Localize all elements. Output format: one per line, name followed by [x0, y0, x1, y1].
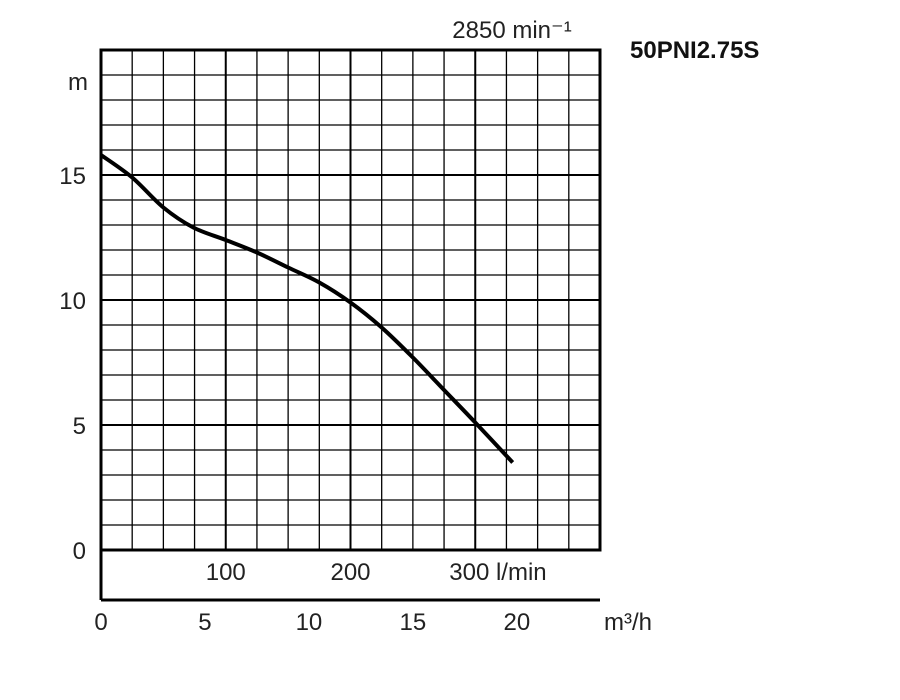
x-tick-label: 200 — [330, 559, 370, 586]
y-tick-label: 15 — [59, 163, 86, 190]
grid — [101, 50, 600, 550]
x-tick-label: 300 l/min — [449, 559, 546, 586]
x2-tick-label: 0 — [94, 609, 107, 636]
x2-tick-label: 20 — [503, 609, 530, 636]
y-tick-label: 5 — [73, 413, 86, 440]
axes: 0 5 10 15 100 200 300 l/min 0 5 10 15 20 — [59, 48, 602, 636]
x2-tick-label: 15 — [400, 609, 427, 636]
speed-label: 2850 min⁻¹ — [452, 17, 571, 44]
x2-axis-label: m³/h — [604, 609, 652, 636]
y-tick-label: 0 — [73, 538, 86, 565]
pump-head-curve — [99, 153, 515, 464]
y-tick-label: 10 — [59, 288, 86, 315]
y-axis-label: m — [68, 69, 88, 96]
chart-title: 50PNI2.75S — [630, 37, 759, 64]
x-tick-label: 100 — [206, 559, 246, 586]
plot-frame — [99, 48, 602, 552]
x2-tick-label: 5 — [198, 609, 211, 636]
x2-tick-label: 10 — [296, 609, 323, 636]
